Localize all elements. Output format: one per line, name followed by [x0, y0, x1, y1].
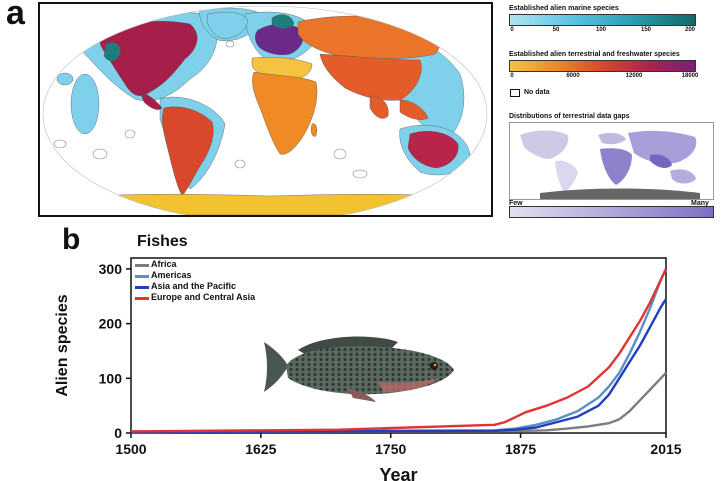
x-axis-label: Year — [379, 465, 417, 481]
gaps-low-label: Few — [509, 200, 523, 207]
plot-frame — [130, 257, 667, 434]
panel-b-letter: b — [62, 223, 81, 256]
legend-terrestrial-bar — [509, 60, 696, 72]
x-tick-label: 1875 — [505, 441, 536, 457]
x-tick-label: 1500 — [115, 441, 146, 457]
series-line-africa — [130, 371, 667, 434]
gap-region-af — [600, 148, 632, 185]
chart-title: Fishes — [137, 233, 188, 250]
no-data-swatch — [510, 89, 520, 97]
region-madagascar — [311, 123, 317, 137]
fish-eye-highlight — [433, 363, 437, 367]
gap-region-eu — [598, 132, 626, 145]
region-greenland — [207, 11, 249, 39]
legend-line-americas — [135, 275, 149, 278]
panel-a-letter: a — [6, 0, 25, 32]
gap-region-south-asia — [650, 154, 672, 168]
legend-terrestrial-tick: 0 — [510, 73, 514, 79]
legend-marine-bar — [509, 14, 696, 26]
region-africa — [252, 71, 318, 155]
gap-region-antarctica — [540, 188, 700, 199]
y-tick-label: 100 — [99, 370, 123, 386]
region-alaska — [103, 42, 121, 62]
gap-region-au — [670, 169, 696, 184]
legend-label-asia-pacific: Asia and the Pacific — [151, 281, 237, 291]
x-tick-label: 1625 — [245, 441, 276, 457]
gap-region-sa — [555, 160, 578, 193]
marine-shelf-pacific-2 — [56, 72, 74, 86]
no-data-label: No data — [524, 89, 550, 96]
legend-label-europe-central-asia: Europe and Central Asia — [151, 292, 256, 302]
region-central-asia — [319, 53, 422, 101]
gaps-gradient-bar — [509, 206, 714, 218]
series-line-asia-and-the-pacific — [130, 298, 668, 434]
series-line-europe-and-central-asia — [130, 268, 668, 433]
region-south-america — [162, 106, 214, 197]
legend-line-asia-pacific — [135, 286, 149, 289]
y-tick-label: 0 — [114, 425, 122, 441]
gaps-high-label: Many — [691, 200, 709, 207]
marine-shelf-pacific — [70, 73, 100, 135]
y-tick-label: 300 — [99, 261, 123, 277]
region-se-asia — [399, 99, 429, 120]
legend-terrestrial-title: Established alien terrestrial and freshw… — [509, 51, 680, 58]
gap-region-asia — [628, 130, 697, 164]
data-gap-map-svg — [520, 130, 700, 199]
legend-label-africa: Africa — [151, 259, 177, 269]
x-tick-label: 2015 — [650, 441, 681, 457]
series-line-americas — [130, 268, 668, 433]
legend-terrestrial-tick: 18000 — [681, 73, 699, 79]
data-gap-map — [509, 122, 714, 200]
legend-terrestrial-tick: 6000 — [566, 73, 580, 79]
region-scandinavia — [271, 14, 295, 29]
world-map — [38, 2, 493, 223]
region-central-america — [139, 91, 163, 110]
gap-region-na — [520, 130, 569, 159]
legend-terrestrial-tick: 12000 — [625, 73, 643, 79]
legend-marine-title: Established alien marine species — [509, 5, 619, 12]
y-axis-label: Alien species — [54, 294, 71, 396]
legend-line-europe-central-asia — [135, 297, 149, 300]
gaps-title: Distributions of terrestrial data gaps — [509, 113, 630, 120]
fish-illustration — [264, 336, 454, 402]
legend-label-americas: Americas — [151, 270, 192, 280]
y-tick-label: 200 — [99, 316, 123, 332]
legend-marine-tick: 50 — [552, 27, 560, 33]
fish-eye — [430, 362, 438, 370]
legend-line-africa — [135, 264, 149, 267]
region-australia — [407, 131, 459, 169]
fish-body — [286, 346, 454, 395]
fish-tail — [264, 342, 288, 392]
legend-marine-tick: 100 — [595, 27, 607, 33]
legend-marine-tick: 200 — [684, 27, 696, 33]
fish-anal-fin — [348, 388, 376, 402]
world-map-svg — [42, 5, 488, 223]
x-tick-label: 1750 — [375, 441, 406, 457]
legend-marine-tick: 150 — [640, 27, 652, 33]
region-south-asia — [369, 95, 389, 119]
fish-belly — [378, 378, 438, 392]
legend-marine-tick: 0 — [510, 27, 514, 33]
